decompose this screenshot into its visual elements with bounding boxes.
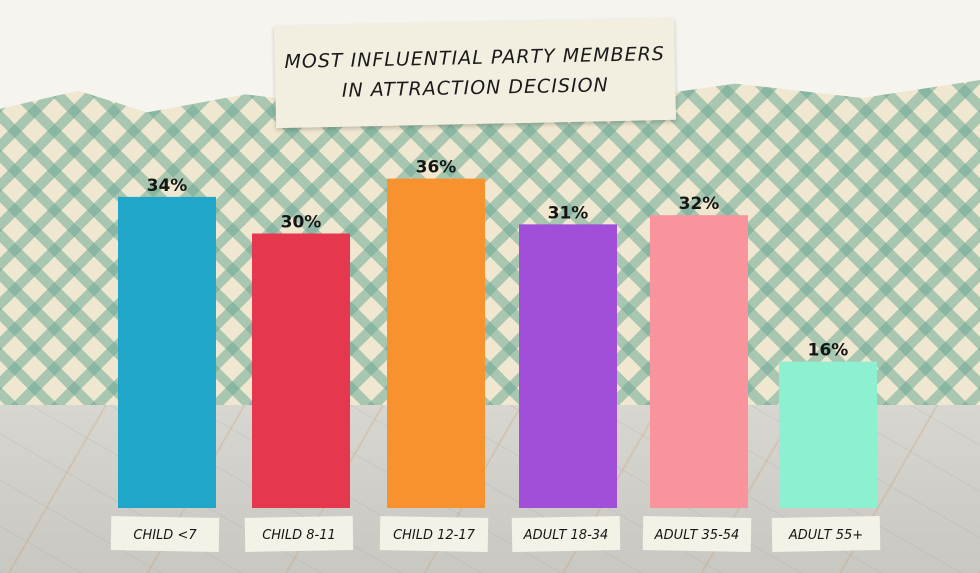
category-tag bbox=[379, 516, 489, 552]
bar bbox=[779, 361, 877, 508]
category-tag bbox=[244, 516, 354, 552]
data-label: 31% bbox=[548, 203, 589, 223]
category-label: CHILD 12-17 bbox=[393, 528, 476, 543]
data-label: 32% bbox=[679, 194, 720, 214]
bar bbox=[387, 178, 485, 508]
bar bbox=[252, 233, 350, 508]
category-tag bbox=[642, 516, 752, 552]
bar bbox=[650, 215, 748, 508]
category-tag bbox=[771, 516, 881, 552]
category-label: CHILD 8-11 bbox=[262, 528, 336, 543]
category-label: ADULT 18-34 bbox=[523, 528, 609, 543]
data-label: 34% bbox=[147, 176, 188, 196]
category-label: ADULT 35-54 bbox=[654, 528, 740, 543]
bar bbox=[118, 196, 216, 508]
category-label: CHILD <7 bbox=[133, 528, 197, 543]
category-label: ADULT 55+ bbox=[788, 528, 863, 543]
data-label: 36% bbox=[416, 158, 457, 178]
category-tag bbox=[511, 516, 621, 552]
category-tag bbox=[110, 516, 220, 552]
data-label: 30% bbox=[281, 213, 322, 233]
bar bbox=[519, 224, 617, 508]
data-label: 16% bbox=[808, 341, 849, 361]
